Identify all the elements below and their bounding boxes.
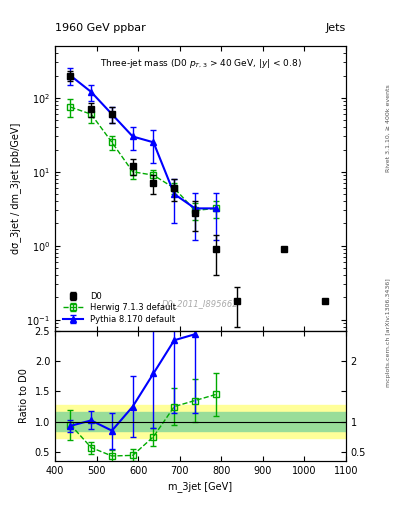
Text: D0_2011_I895662: D0_2011_I895662 (162, 300, 239, 308)
X-axis label: m_3jet [GeV]: m_3jet [GeV] (168, 481, 233, 492)
Text: Jets: Jets (325, 23, 346, 33)
Y-axis label: dσ_3jet / dm_3jet [pb/GeV]: dσ_3jet / dm_3jet [pb/GeV] (10, 123, 21, 254)
Text: 1960 GeV ppbar: 1960 GeV ppbar (55, 23, 146, 33)
Text: Rivet 3.1.10, ≥ 400k events: Rivet 3.1.10, ≥ 400k events (386, 84, 391, 172)
Legend: D0, Herwig 7.1.3 default, Pythia 8.170 default: D0, Herwig 7.1.3 default, Pythia 8.170 d… (59, 288, 179, 327)
Text: Three-jet mass (D0 $p_{T,3}$ > 40 GeV, $|y|$ < 0.8): Three-jet mass (D0 $p_{T,3}$ > 40 GeV, $… (99, 57, 301, 70)
Text: mcplots.cern.ch [arXiv:1306.3436]: mcplots.cern.ch [arXiv:1306.3436] (386, 279, 391, 387)
Y-axis label: Ratio to D0: Ratio to D0 (19, 369, 29, 423)
